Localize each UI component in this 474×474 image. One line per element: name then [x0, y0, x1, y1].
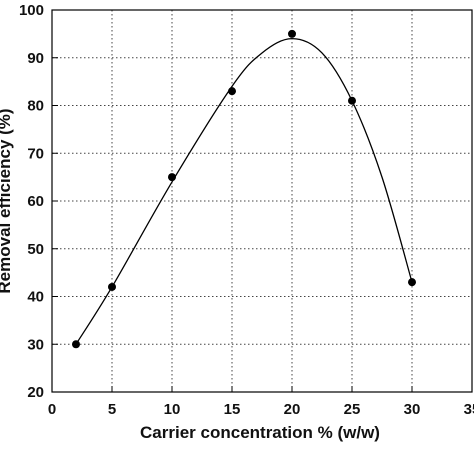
data-point	[72, 340, 80, 349]
fit-curve	[75, 37, 413, 345]
y-tick-label: 80	[27, 98, 44, 115]
x-tick-label: 15	[224, 401, 241, 418]
x-axis-label: Carrier concentration % (w/w)	[140, 423, 380, 442]
x-tick-label: 0	[48, 401, 56, 418]
data-point	[348, 96, 356, 105]
plot-frame	[51, 9, 473, 393]
data-point	[108, 282, 116, 291]
y-tick-label: 60	[27, 193, 44, 210]
data-point	[168, 173, 176, 182]
x-tick-label: 20	[284, 401, 301, 418]
y-tick-label: 50	[27, 241, 44, 258]
x-tick-label: 10	[164, 401, 181, 418]
data-point	[408, 278, 416, 287]
data-point	[288, 29, 296, 38]
x-tick-label: 25	[344, 401, 361, 418]
data-point	[228, 87, 236, 96]
x-tick-label: 5	[108, 401, 116, 418]
y-tick-label: 90	[27, 50, 44, 67]
y-tick-label: 100	[19, 2, 44, 19]
y-axis-label: Removal efficiency (%)	[0, 108, 14, 293]
y-tick-label: 20	[27, 384, 44, 401]
y-tick-label: 70	[27, 145, 44, 162]
y-tick-label: 40	[27, 289, 44, 306]
y-tick-label: 30	[27, 336, 44, 353]
x-tick-label: 35	[464, 401, 474, 418]
x-tick-label: 30	[404, 401, 421, 418]
